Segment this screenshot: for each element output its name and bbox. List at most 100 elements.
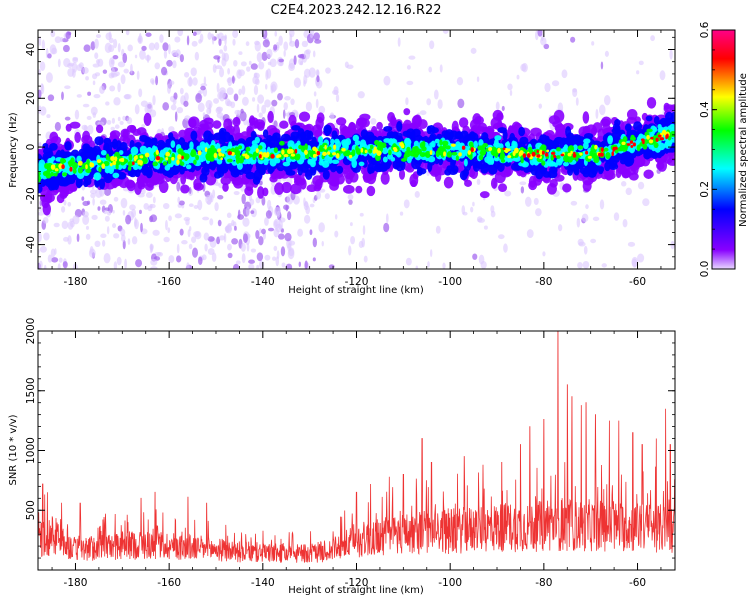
spectrogram-speckle bbox=[53, 222, 60, 228]
spectrogram-speckle bbox=[313, 91, 317, 97]
spectrogram-cell bbox=[602, 134, 609, 143]
spectrogram-speckle bbox=[174, 111, 178, 122]
spectrogram-speckle bbox=[570, 200, 578, 206]
spectrogram-speckle bbox=[125, 30, 130, 36]
spectrogram-speckle bbox=[95, 188, 103, 198]
spectrogram-speckle bbox=[39, 245, 47, 253]
spectrogram-speckle bbox=[100, 233, 107, 238]
spectrogram-speckle bbox=[177, 30, 184, 37]
spectrogram-cell bbox=[100, 149, 107, 156]
spectrogram-speckle bbox=[149, 215, 154, 223]
spectrogram-speckle bbox=[273, 44, 278, 51]
spectrogram-speckle bbox=[85, 233, 91, 240]
spectrogram-speckle bbox=[558, 224, 563, 232]
spectrogram-cell bbox=[195, 154, 200, 161]
spectrogram-speckle bbox=[234, 225, 237, 231]
spectrogram-speckle bbox=[113, 261, 118, 269]
spectrogram-speckle bbox=[240, 242, 246, 252]
spectrogram-speckle bbox=[256, 264, 260, 269]
spectrogram-speckle bbox=[103, 253, 111, 264]
spectrogram-cell bbox=[312, 175, 324, 187]
spectrogram-speckle bbox=[525, 196, 532, 207]
spectrogram-cell bbox=[624, 123, 632, 132]
spectrogram-cell bbox=[244, 186, 254, 196]
spectrogram-cell bbox=[562, 161, 569, 167]
spectrogram-speckle bbox=[278, 219, 283, 231]
spectrogram-speckle bbox=[91, 214, 98, 220]
spectrogram-speckle bbox=[507, 83, 513, 91]
spectrogram-speckle bbox=[76, 233, 80, 243]
spectrogram-cell bbox=[180, 184, 190, 194]
spectrogram-speckle bbox=[54, 121, 61, 131]
spectrogram-cell bbox=[562, 183, 572, 193]
spectrogram-speckle bbox=[62, 44, 70, 53]
spectrogram-speckle bbox=[270, 85, 274, 94]
spectrogram-speckle bbox=[194, 231, 202, 240]
spectrogram-speckle bbox=[38, 36, 42, 46]
spectrogram-cell bbox=[83, 179, 89, 188]
spectrogram-speckle bbox=[234, 109, 241, 115]
spectrogram-speckle bbox=[123, 68, 129, 74]
spectrogram-speckle bbox=[136, 70, 140, 81]
spectrogram-speckle bbox=[669, 49, 673, 60]
spectrogram-speckle bbox=[159, 34, 164, 43]
spectrogram-speckle bbox=[622, 219, 628, 228]
spectrogram-cell bbox=[327, 146, 332, 151]
spectrogram-cell bbox=[267, 165, 275, 173]
spectrogram-speckle bbox=[186, 35, 190, 46]
spectrogram-cell bbox=[203, 130, 213, 142]
spectrogram-speckle bbox=[226, 212, 232, 219]
spectrogram-speckle bbox=[221, 57, 227, 67]
spectrogram-speckle bbox=[246, 242, 250, 252]
spectrogram-speckle bbox=[218, 38, 222, 46]
spectrogram-speckle bbox=[106, 226, 110, 235]
spectrogram-speckle bbox=[113, 196, 119, 202]
spectrogram-speckle bbox=[82, 214, 90, 225]
spectrogram-speckle bbox=[439, 64, 443, 73]
spectrogram-speckle bbox=[303, 49, 311, 60]
spectrogram-speckle bbox=[110, 59, 115, 65]
spectrogram-speckle bbox=[315, 69, 320, 77]
spectrogram-speckle bbox=[266, 68, 272, 79]
spectrogram-cell bbox=[545, 139, 556, 150]
spectrogram-cell bbox=[354, 140, 361, 146]
spectrogram-speckle bbox=[94, 38, 99, 49]
spectrogram-cell bbox=[324, 126, 331, 137]
spectrogram-speckle bbox=[212, 189, 216, 199]
spectrogram-cell bbox=[38, 184, 43, 194]
spectrogram-cell bbox=[484, 156, 492, 164]
spectrogram-speckle bbox=[362, 225, 366, 236]
spectrogram-speckle bbox=[140, 188, 146, 195]
spectrogram-cell bbox=[53, 172, 58, 177]
spectrogram-speckle bbox=[86, 115, 92, 120]
spectrogram-speckle bbox=[67, 201, 72, 207]
spectrogram-speckle bbox=[134, 104, 140, 115]
spectrogram-cell bbox=[554, 174, 565, 182]
spectrogram-speckle bbox=[78, 62, 84, 69]
spectrogram-speckle bbox=[258, 236, 264, 246]
spectrogram-speckle bbox=[166, 59, 173, 67]
spectrogram-cell bbox=[473, 140, 478, 149]
spectrogram-speckle bbox=[197, 102, 205, 113]
spectrogram-cell bbox=[374, 139, 380, 146]
spectrogram-speckle bbox=[145, 191, 153, 198]
spectrogram-cell bbox=[669, 123, 675, 130]
spectrogram-cell bbox=[339, 123, 347, 133]
spectrogram-speckle bbox=[117, 61, 126, 68]
spectrogram-speckle bbox=[130, 63, 133, 74]
spectrogram-cell bbox=[86, 146, 95, 156]
spectrogram-speckle bbox=[281, 262, 286, 268]
spectrogram-cell bbox=[410, 179, 417, 188]
spectrogram-speckle bbox=[285, 263, 293, 269]
spectrogram-speckle bbox=[256, 52, 263, 63]
spectrogram-speckle bbox=[40, 83, 44, 92]
spectrogram-speckle bbox=[244, 201, 252, 210]
spectrogram-speckle bbox=[43, 264, 47, 269]
spectrogram-speckle bbox=[185, 218, 190, 226]
spectrogram-speckle bbox=[41, 39, 45, 51]
spectrogram-speckle bbox=[67, 221, 74, 230]
spectrogram-speckle bbox=[238, 88, 242, 96]
spectrogram-speckle bbox=[95, 59, 101, 65]
spectrogram-speckle bbox=[324, 193, 330, 200]
spectrogram-speckle bbox=[111, 117, 116, 124]
